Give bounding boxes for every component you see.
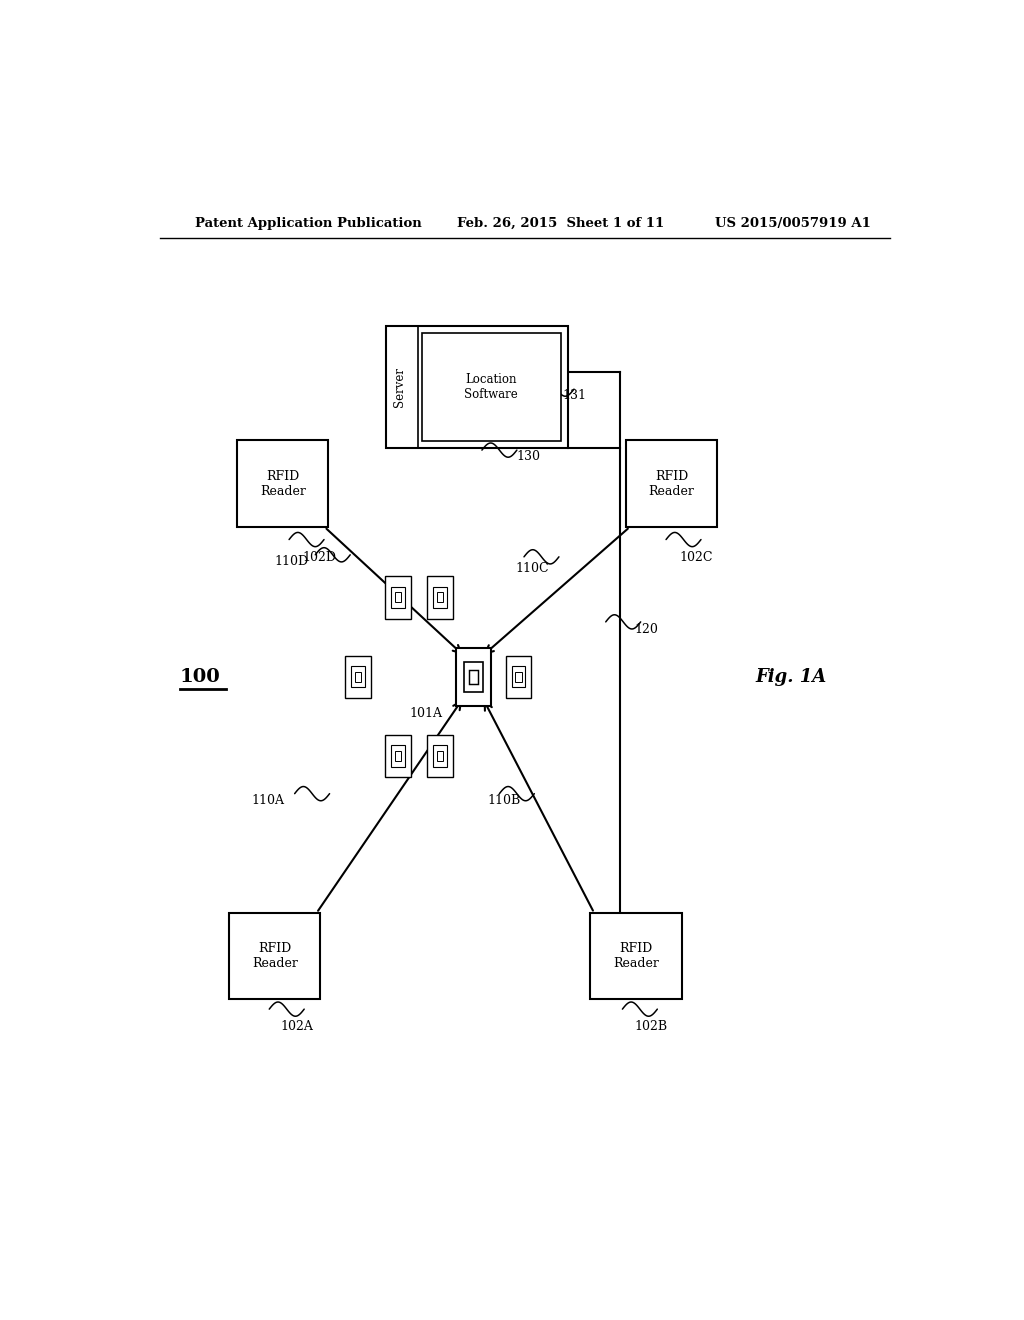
Text: Location
Software: Location Software xyxy=(464,374,517,401)
Bar xyxy=(515,672,521,681)
Bar xyxy=(345,656,371,698)
Text: 102B: 102B xyxy=(634,1020,668,1034)
Bar xyxy=(427,735,453,777)
Text: 102A: 102A xyxy=(281,1020,313,1034)
Bar xyxy=(512,667,525,688)
Text: 131: 131 xyxy=(563,389,587,403)
Text: US 2015/0057919 A1: US 2015/0057919 A1 xyxy=(715,216,871,230)
Bar xyxy=(456,648,490,706)
Text: RFID
Reader: RFID Reader xyxy=(648,470,694,498)
Bar xyxy=(436,751,443,762)
Bar xyxy=(436,593,443,602)
Bar xyxy=(506,656,531,698)
Text: Feb. 26, 2015  Sheet 1 of 11: Feb. 26, 2015 Sheet 1 of 11 xyxy=(458,216,665,230)
Bar xyxy=(391,587,404,609)
Bar xyxy=(229,913,321,999)
Text: Fig. 1A: Fig. 1A xyxy=(755,668,826,686)
Bar xyxy=(626,441,717,527)
Bar xyxy=(433,746,446,767)
Text: 120: 120 xyxy=(634,623,658,636)
Bar xyxy=(469,669,477,684)
Bar xyxy=(394,751,401,762)
Bar xyxy=(422,333,560,441)
Bar xyxy=(385,735,411,777)
Text: 100: 100 xyxy=(179,668,220,686)
Text: Server: Server xyxy=(393,367,406,407)
Bar xyxy=(355,672,361,681)
Bar xyxy=(351,667,365,688)
Text: RFID
Reader: RFID Reader xyxy=(252,942,298,970)
Bar xyxy=(391,746,404,767)
Bar xyxy=(590,913,682,999)
Text: 130: 130 xyxy=(517,450,541,463)
Text: 110A: 110A xyxy=(251,793,284,807)
Text: 110B: 110B xyxy=(487,793,521,807)
Bar xyxy=(433,587,446,609)
Bar xyxy=(464,663,482,692)
Bar xyxy=(394,593,401,602)
Text: 101A: 101A xyxy=(410,708,442,721)
Text: 102C: 102C xyxy=(680,550,713,564)
Bar xyxy=(427,577,453,619)
Text: 110D: 110D xyxy=(274,554,309,568)
Text: 102D: 102D xyxy=(303,550,337,564)
Text: RFID
Reader: RFID Reader xyxy=(613,942,658,970)
Text: RFID
Reader: RFID Reader xyxy=(260,470,306,498)
Text: 110C: 110C xyxy=(515,562,549,576)
Bar xyxy=(238,441,329,527)
Bar xyxy=(385,577,411,619)
Text: Patent Application Publication: Patent Application Publication xyxy=(196,216,422,230)
Bar xyxy=(386,326,568,447)
